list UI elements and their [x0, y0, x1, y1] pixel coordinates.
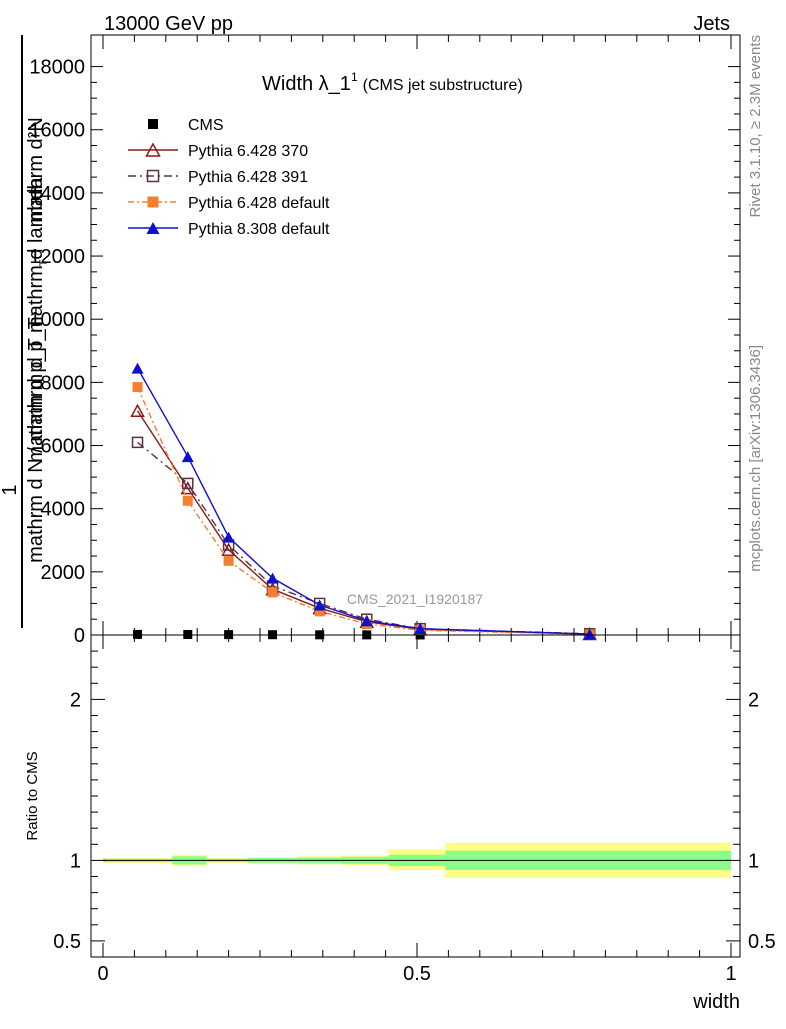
- data-point-p6def: [132, 382, 143, 393]
- main-series: [130, 362, 597, 641]
- main-y-tick-label: 8000: [41, 372, 86, 394]
- ratio-y-label: Ratio to CMS: [24, 751, 41, 840]
- ratio-y-tick-label: 0.5: [53, 931, 81, 953]
- chart-title-sup: 1: [351, 70, 358, 84]
- x-tick-label: 0: [97, 963, 108, 985]
- legend-marker-p391: [146, 169, 160, 183]
- ratio-frame: [90, 634, 741, 958]
- main-y-label: mathrm d²N mathrm d p_T mathrm d lambda …: [0, 35, 50, 628]
- legend-marker-p8def: [146, 221, 160, 235]
- mcplots-label: mcplots.cern.ch [arXiv:1306.3436]: [747, 345, 764, 572]
- legend: CMS Pythia 6.428 370 Pythia 6.428 391 Pythi…: [128, 117, 330, 238]
- main-y-ticks: 0 2000 4000 6000 8000 10000 12000 14000 16000 180…: [29, 57, 740, 647]
- ratio-y-tick-label: 2: [70, 689, 81, 711]
- legend-marker-cms: [148, 119, 158, 129]
- ratio-x-ticks: 0 0.5 1: [97, 635, 737, 985]
- legend-marker-p6def: [147, 196, 159, 208]
- data-point-p6def: [223, 555, 234, 566]
- data-point-p8def: [181, 451, 194, 463]
- x-axis-label: width: [692, 991, 740, 1013]
- watermark: CMS_2021_I1920187: [347, 591, 483, 607]
- data-point-p6def: [267, 587, 278, 598]
- main-y-tick-label: 2000: [41, 562, 86, 584]
- main-y-tick-label: 12000: [29, 246, 85, 268]
- main-y-tick-label: 6000: [41, 436, 86, 458]
- ratio-y-tick-label-right: 1: [748, 850, 759, 872]
- ylabel-top: mathrm d²N: [25, 117, 47, 223]
- ratio-y-tick-label: 1: [70, 850, 81, 872]
- data-point-p8def: [414, 623, 427, 635]
- ratio-y-tick-label-right: 0.5: [748, 931, 776, 953]
- chart-title: Width λ_11 (CMS jet substructure): [262, 70, 523, 95]
- main-y-tick-label: 18000: [29, 57, 85, 79]
- data-point-p6def: [314, 606, 325, 617]
- x-tick-label: 1: [725, 963, 736, 985]
- legend-label-p370: Pythia 6.428 370: [188, 143, 308, 160]
- header-right: Jets: [693, 13, 730, 35]
- legend-label-p6def: Pythia 6.428 default: [188, 195, 330, 212]
- main-y-tick-label: 14000: [29, 183, 85, 205]
- legend-label-p8def: Pythia 8.308 default: [188, 221, 330, 238]
- chart-title-main: Width λ_1: [262, 73, 351, 95]
- header-left: 13000 GeV pp: [104, 13, 233, 35]
- main-y-tick-label: 16000: [29, 120, 85, 142]
- ylabel-sub: T: [38, 259, 50, 266]
- x-tick-label: 0.5: [403, 963, 431, 985]
- data-point-p6def: [182, 495, 193, 506]
- data-point-cms: [133, 629, 143, 639]
- main-y-tick-label: 4000: [41, 499, 86, 521]
- ylabel-mid: mathrm d p_T mathrm d lambda: [25, 176, 47, 462]
- series-line-p8def: [136, 367, 590, 635]
- data-point-p370: [130, 403, 145, 418]
- data-point-p8def: [360, 615, 373, 627]
- ratio-y-tick-label-right: 2: [748, 689, 759, 711]
- data-point-p8def: [131, 362, 144, 374]
- data-point-p8def: [266, 572, 279, 584]
- data-point-p391: [131, 436, 144, 449]
- main-x-ticks: [102, 35, 732, 635]
- data-point-p8def: [313, 599, 326, 611]
- data-point-p8def: [222, 531, 235, 543]
- chart-title-extra: (CMS jet substructure): [363, 77, 523, 94]
- main-y-tick-label: 0: [74, 625, 85, 647]
- ylabel-num: 1: [0, 484, 21, 495]
- ylabel-bottom: mathrm d N / mathrm d p_T: [25, 317, 47, 563]
- ratio-panel: 0.5 0.51 12 2 0 0.5 1 Ratio to CMS width: [24, 634, 776, 1013]
- legend-label-cms: CMS: [188, 117, 224, 134]
- legend-label-p391: Pythia 6.428 391: [188, 169, 308, 186]
- series-line-p6def: [136, 386, 590, 636]
- main-y-tick-label: 10000: [29, 309, 85, 331]
- data-point-p8def: [583, 628, 596, 640]
- rivet-label: Rivet 3.1.10, ≥ 2.3M events: [747, 35, 764, 218]
- legend-marker-p370: [145, 142, 161, 157]
- data-point-p391: [182, 477, 194, 490]
- ratio-y-ticks: 0.5 0.5 1 1 2 2: [53, 650, 776, 953]
- main-panel: 0 2000 4000 6000 8000 10000 12000 14000 16000 180…: [29, 34, 741, 647]
